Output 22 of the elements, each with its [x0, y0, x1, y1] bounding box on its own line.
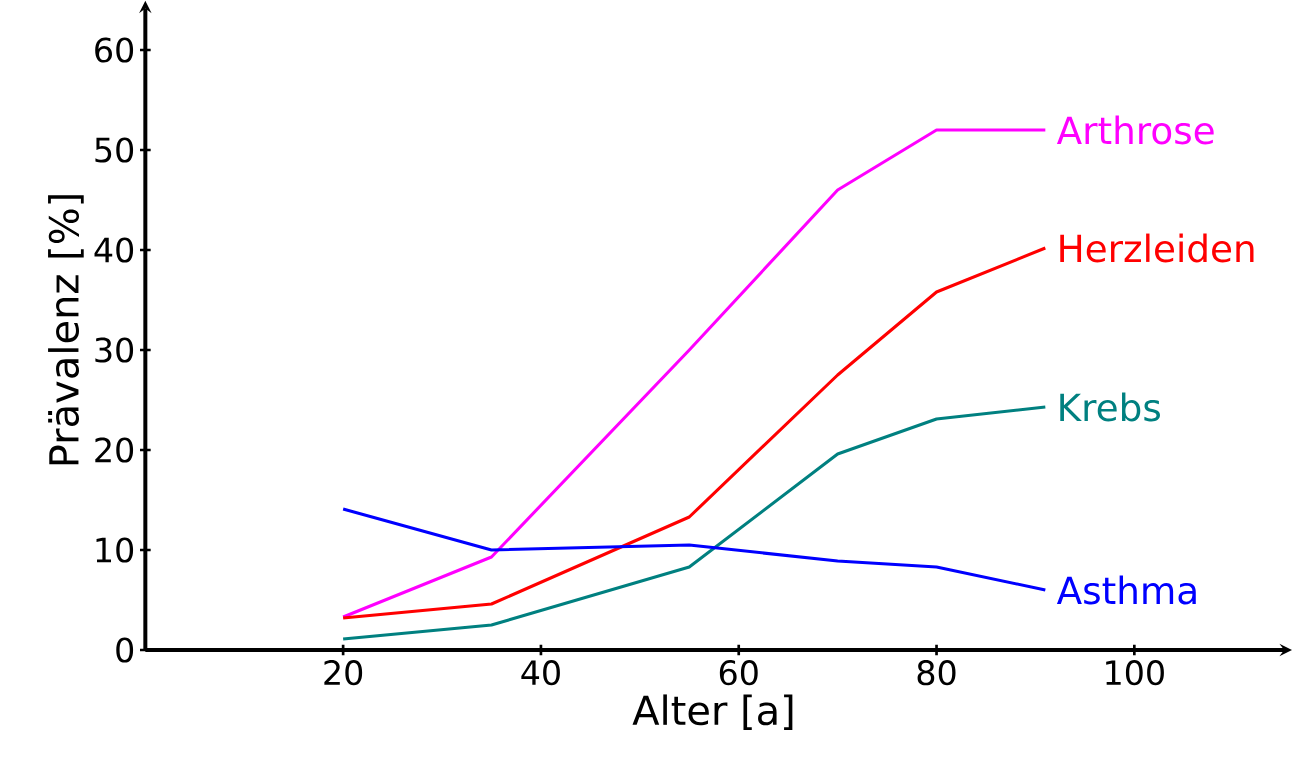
- series-label: Krebs: [1060, 392, 1160, 422]
- y-tick-label: 50: [95, 137, 134, 163]
- y-axis-title: Prävalenz [%]: [48, 195, 84, 465]
- series-label: Asthma: [1056, 575, 1196, 605]
- x-tick-label: 40: [521, 660, 560, 686]
- series-label: Herzleiden: [1060, 233, 1254, 263]
- y-tick-label: 40: [94, 237, 134, 263]
- y-tick-label: 60: [95, 37, 134, 63]
- x-tick-label: 100: [1106, 660, 1164, 686]
- x-tick-label: 80: [917, 660, 956, 686]
- series-label: Arthrose: [1056, 115, 1214, 145]
- y-tick-label: 0: [116, 637, 134, 663]
- line-series: [341, 405, 1047, 641]
- y-tick-label: 30: [95, 337, 134, 363]
- y-tick-label: 10: [96, 537, 134, 563]
- x-axis-title: Alter [a]: [632, 694, 793, 731]
- x-tick-label: 20: [324, 660, 363, 686]
- line-series: [341, 246, 1047, 620]
- y-tick-label: 20: [95, 437, 134, 463]
- x-tick-label: 60: [719, 660, 758, 686]
- line-series: [341, 128, 1047, 619]
- line-series: [341, 507, 1047, 592]
